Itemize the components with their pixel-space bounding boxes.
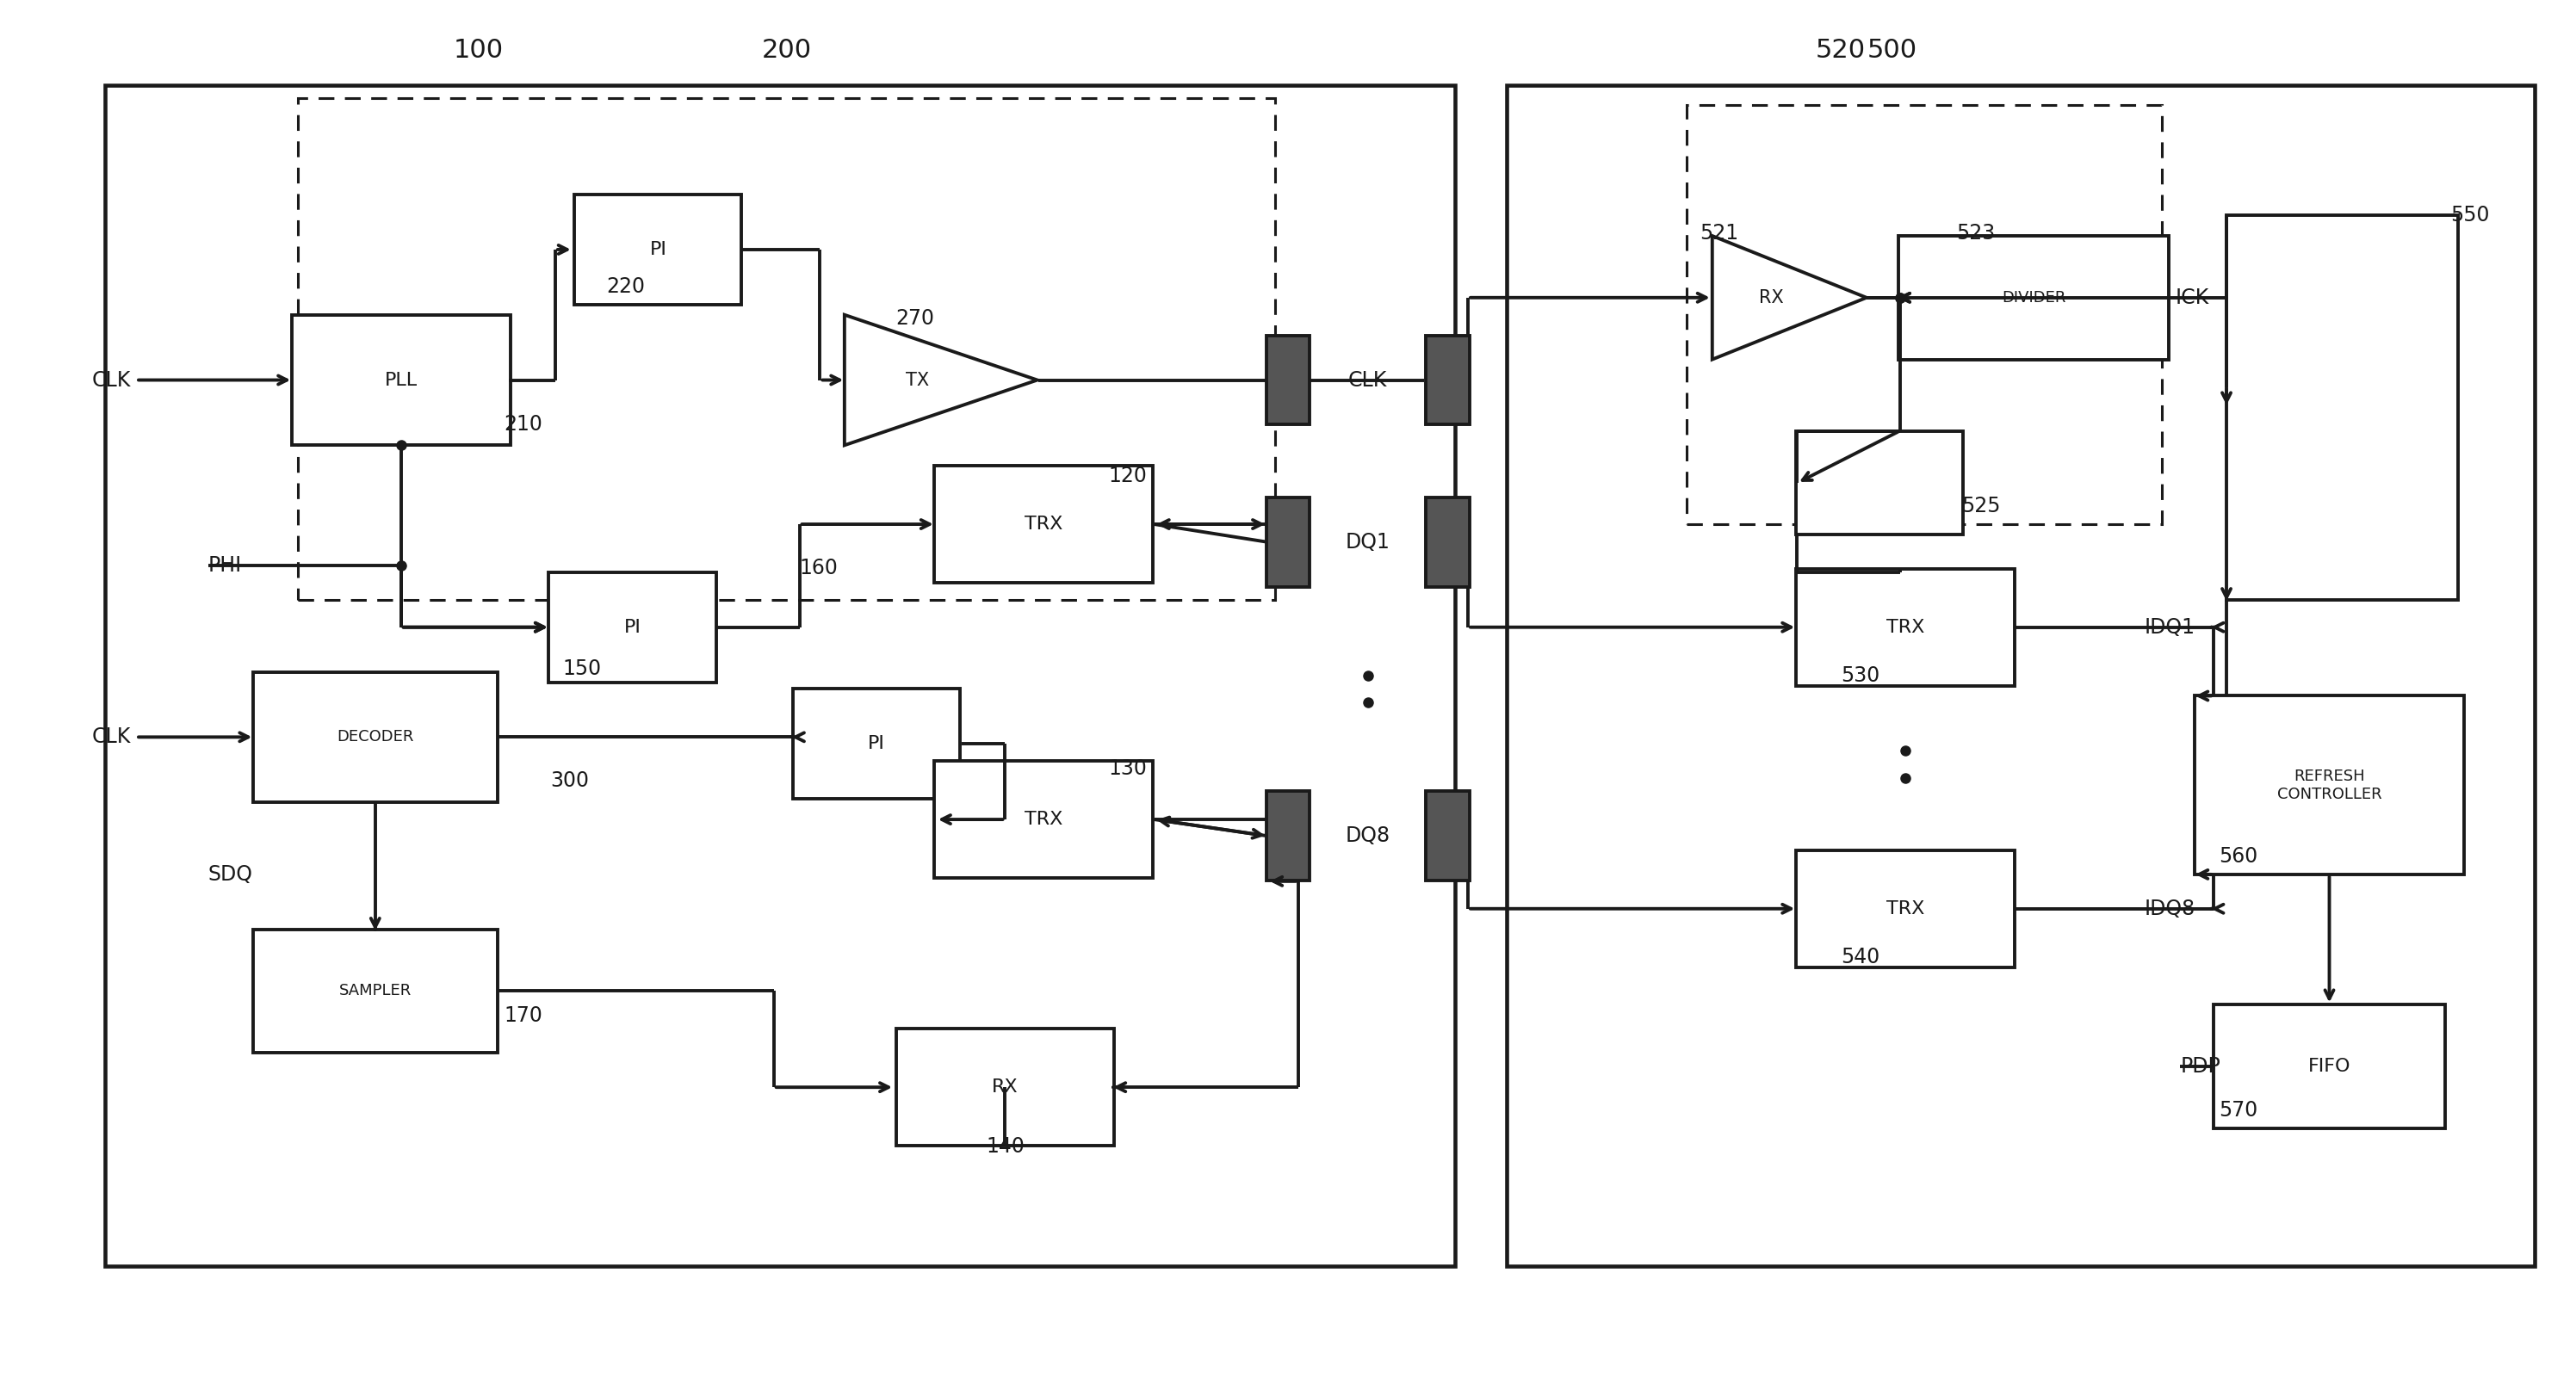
Bar [1425,791,1468,881]
Text: DQ1: DQ1 [1345,532,1391,553]
Text: 550: 550 [2450,205,2488,226]
Text: 523: 523 [1958,223,1996,244]
Text: 170: 170 [505,1006,544,1027]
Bar [896,1029,1115,1145]
Text: 525: 525 [1963,496,2002,517]
Text: 560: 560 [2218,846,2257,867]
Text: TX: TX [907,372,930,389]
Text: TRX: TRX [1886,619,1924,635]
Bar [1687,105,2161,524]
Bar [2213,1005,2445,1129]
Bar [935,466,1154,583]
Text: 270: 270 [896,307,935,328]
Bar [549,572,716,682]
Text: PLL: PLL [384,372,417,389]
Bar [291,314,510,445]
Text: 150: 150 [564,659,603,679]
Bar [252,672,497,802]
Text: ICK: ICK [2174,287,2208,307]
Text: 140: 140 [987,1135,1025,1156]
Text: 160: 160 [799,558,837,579]
Bar [1267,335,1309,424]
Bar [1425,497,1468,587]
Text: 200: 200 [762,39,811,63]
Bar [2226,215,2458,599]
Text: PDP: PDP [2179,1057,2221,1078]
Text: PHI: PHI [209,555,242,576]
Text: DIVIDER: DIVIDER [2002,289,2066,306]
Text: PI: PI [649,241,667,258]
Text: 540: 540 [1842,947,1880,967]
Text: TRX: TRX [1886,900,1924,918]
Bar [793,689,961,799]
Text: 220: 220 [605,277,647,298]
Text: 210: 210 [505,413,544,434]
Text: RX: RX [992,1079,1018,1096]
Text: CLK: CLK [93,369,131,390]
Bar [252,929,497,1053]
Text: SAMPLER: SAMPLER [340,984,412,999]
Text: IDQ1: IDQ1 [2143,617,2195,638]
Bar [935,761,1154,878]
Text: REFRESH
CONTROLLER: REFRESH CONTROLLER [2277,769,2383,802]
Text: PI: PI [868,736,886,752]
Text: PI: PI [623,619,641,635]
Bar [1795,850,2014,967]
Bar [1267,791,1309,881]
Text: 120: 120 [1108,466,1146,486]
Text: 521: 521 [1700,223,1739,244]
Polygon shape [845,314,1038,445]
Text: 300: 300 [551,770,590,791]
Bar [574,194,742,305]
Polygon shape [1713,236,1868,360]
Text: 530: 530 [1842,666,1880,686]
Bar [299,98,1275,599]
Text: DQ8: DQ8 [1345,825,1391,846]
Bar [2195,696,2465,875]
Text: IDQ8: IDQ8 [2143,898,2195,919]
Text: 500: 500 [1868,39,1917,63]
Bar [1267,497,1309,587]
Text: 100: 100 [453,39,502,63]
Text: CLK: CLK [93,726,131,747]
Text: 570: 570 [2218,1100,2257,1120]
Text: RX: RX [1759,289,1783,306]
Text: TRX: TRX [1025,810,1064,828]
Bar [1795,431,1963,535]
Bar [1899,236,2169,360]
Bar [1425,335,1468,424]
Text: 130: 130 [1108,758,1146,779]
Text: CLK: CLK [1347,369,1388,390]
Text: SDQ: SDQ [209,864,252,885]
Text: DECODER: DECODER [337,729,415,745]
Bar [1795,569,2014,686]
Text: 520: 520 [1816,39,1865,63]
Text: FIFO: FIFO [2308,1058,2352,1075]
Bar [106,85,1455,1266]
Text: TRX: TRX [1025,515,1064,533]
Bar [1507,85,2535,1266]
